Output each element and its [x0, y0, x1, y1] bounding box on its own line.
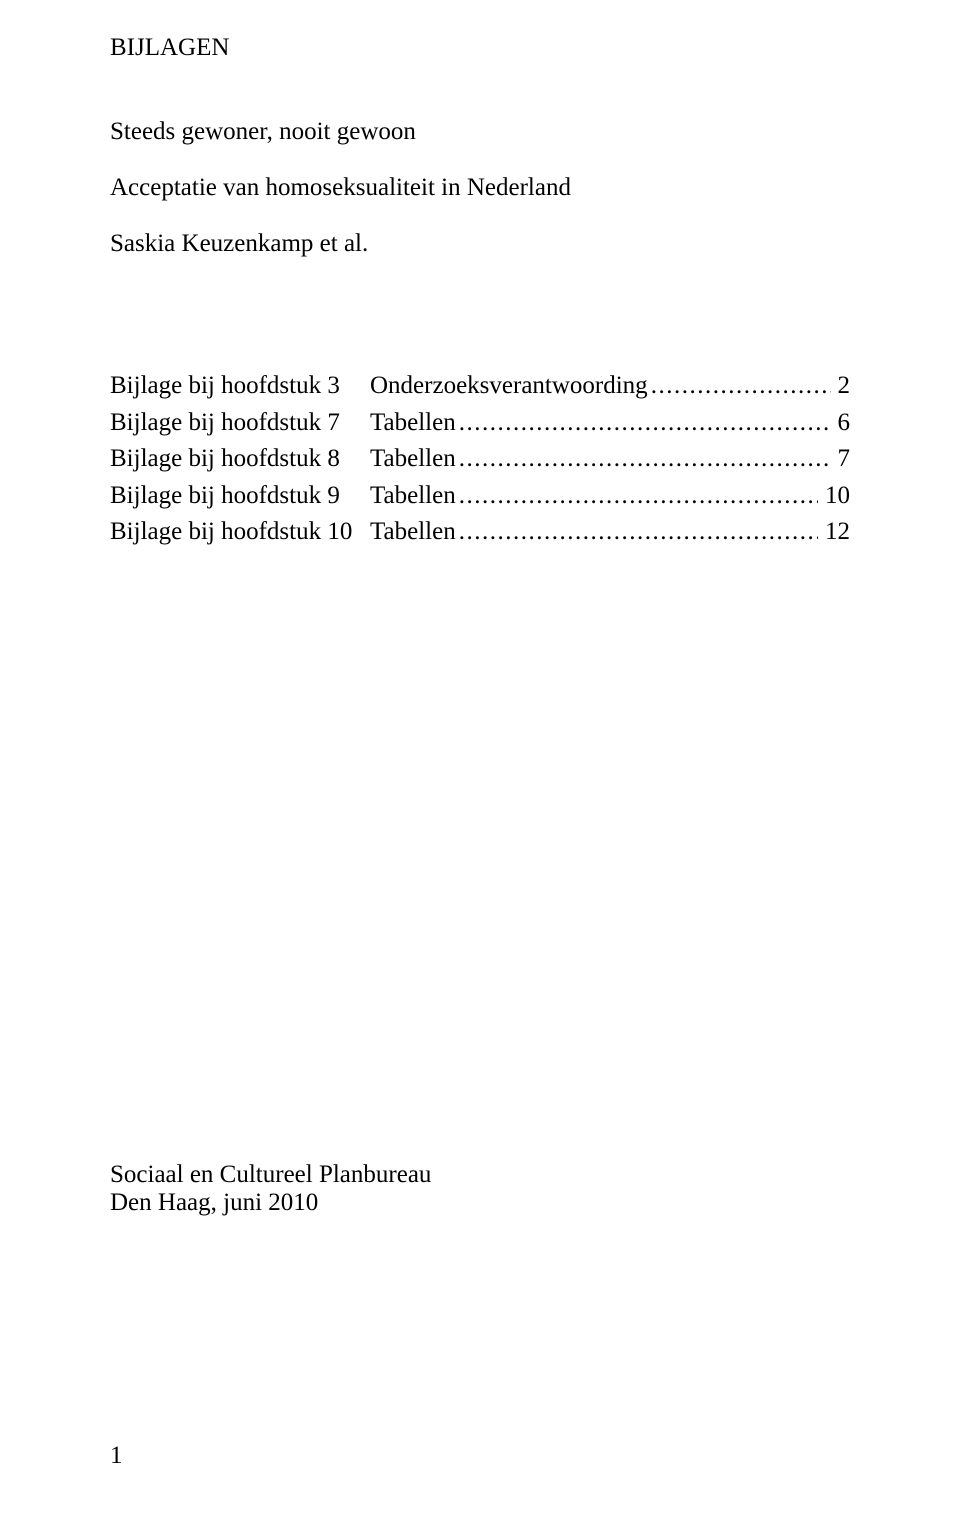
- footer-place-date: Den Haag, juni 2010: [110, 1189, 850, 1217]
- toc-row: Bijlage bij hoofdstuk 8 Tabellen 7: [110, 441, 850, 478]
- toc-leader: [456, 514, 818, 551]
- toc-page: 6: [831, 405, 851, 442]
- toc-label: Bijlage bij hoofdstuk 8: [110, 441, 370, 478]
- toc-leader: [456, 405, 831, 442]
- subtitle-line-1: Steeds gewoner, nooit gewoon: [110, 118, 850, 146]
- toc-page: 10: [818, 478, 850, 515]
- toc-leader: [456, 441, 831, 478]
- toc-text: Tabellen: [370, 441, 456, 478]
- toc-label: Bijlage bij hoofdstuk 7: [110, 405, 370, 442]
- author-line: Saskia Keuzenkamp et al.: [110, 230, 850, 258]
- document-page: BIJLAGEN Steeds gewoner, nooit gewoon Ac…: [0, 0, 960, 1515]
- toc-label: Bijlage bij hoofdstuk 3: [110, 368, 370, 405]
- toc-row: Bijlage bij hoofdstuk 3 Onderzoeksverant…: [110, 368, 850, 405]
- subtitle-line-2: Acceptatie van homoseksualiteit in Neder…: [110, 174, 850, 202]
- toc-label: Bijlage bij hoofdstuk 9: [110, 478, 370, 515]
- footer-organization: Sociaal en Cultureel Planbureau: [110, 1161, 850, 1189]
- page-number: 1: [110, 1442, 123, 1470]
- toc-leader: [456, 478, 818, 515]
- page-title: BIJLAGEN: [110, 34, 850, 62]
- toc-leader: [648, 368, 831, 405]
- toc-text: Tabellen: [370, 478, 456, 515]
- toc-page: 7: [831, 441, 851, 478]
- toc-text: Onderzoeksverantwoording: [370, 368, 648, 405]
- toc-row: Bijlage bij hoofdstuk 9 Tabellen 10: [110, 478, 850, 515]
- toc-row: Bijlage bij hoofdstuk 7 Tabellen 6: [110, 405, 850, 442]
- toc-page: 2: [831, 368, 851, 405]
- table-of-contents: Bijlage bij hoofdstuk 3 Onderzoeksverant…: [110, 368, 850, 551]
- toc-text: Tabellen: [370, 514, 456, 551]
- toc-text: Tabellen: [370, 405, 456, 442]
- toc-row: Bijlage bij hoofdstuk 10 Tabellen 12: [110, 514, 850, 551]
- toc-page: 12: [818, 514, 850, 551]
- toc-label: Bijlage bij hoofdstuk 10: [110, 514, 370, 551]
